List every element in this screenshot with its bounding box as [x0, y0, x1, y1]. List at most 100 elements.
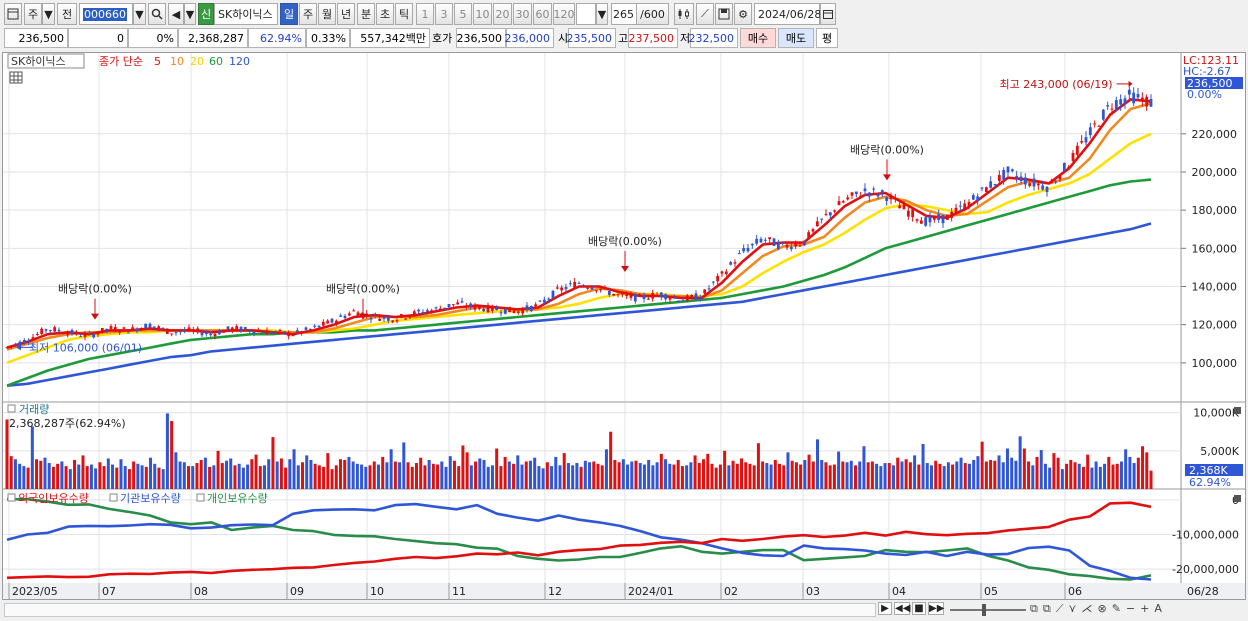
- gear-icon[interactable]: ⚙: [734, 3, 752, 25]
- date-input[interactable]: 2024/06/28: [754, 3, 821, 25]
- candle-body: [217, 330, 221, 335]
- candle-body: [183, 329, 187, 331]
- x-tick-label: 03: [806, 585, 820, 598]
- shin-badge[interactable]: 신: [198, 3, 214, 25]
- x-tick-label: 11: [452, 585, 466, 598]
- price-grid: [3, 53, 1181, 401]
- search-icon[interactable]: [148, 3, 166, 25]
- volume-bar: [638, 463, 642, 489]
- volume-bar: [528, 460, 532, 489]
- volume-bar: [706, 453, 710, 489]
- zoom-slider[interactable]: [950, 609, 1026, 611]
- zoom-slider-thumb[interactable]: [982, 604, 986, 616]
- sell-button[interactable]: 매도: [778, 28, 814, 48]
- jong-dropdown-icon[interactable]: ▼: [42, 3, 55, 25]
- unit-20-button[interactable]: 20: [493, 3, 512, 25]
- speaker-dropdown-icon[interactable]: ▼: [184, 3, 196, 25]
- volume-bar: [550, 466, 554, 489]
- period-second-button[interactable]: 초: [376, 3, 394, 25]
- volume-bar: [921, 443, 925, 489]
- table-icon[interactable]: [9, 71, 23, 84]
- unit-5-button[interactable]: 5: [454, 3, 472, 25]
- period-tick-button[interactable]: 틱: [395, 3, 413, 25]
- candle-type-icon[interactable]: [674, 3, 694, 25]
- unit-input[interactable]: [576, 3, 596, 25]
- candle-body: [53, 327, 57, 332]
- candle-body: [508, 306, 512, 313]
- candle-body: [685, 295, 689, 301]
- pencil-icon[interactable]: ✎: [1111, 602, 1121, 615]
- unit-120-button[interactable]: 120: [553, 3, 575, 25]
- speaker-icon[interactable]: ◀: [168, 3, 184, 25]
- period-week-button[interactable]: 주: [299, 3, 317, 25]
- buy-button[interactable]: 매수: [740, 28, 776, 48]
- chart-menu-icon[interactable]: [4, 3, 22, 25]
- volume-bar: [220, 463, 224, 489]
- calendar-icon[interactable]: [820, 3, 836, 25]
- unit-3-button[interactable]: 3: [435, 3, 453, 25]
- period-month-button[interactable]: 월: [318, 3, 336, 25]
- count-input[interactable]: 265: [611, 3, 637, 25]
- price-tick-label: 200,000: [1192, 166, 1238, 179]
- volume-bar: [533, 457, 537, 489]
- draw-icon[interactable]: ⟋: [1055, 602, 1064, 615]
- compare-icon[interactable]: ⧉: [1030, 602, 1038, 615]
- unit-60-button[interactable]: 60: [533, 3, 552, 25]
- pyeong-button[interactable]: 평: [816, 28, 838, 48]
- volume-bar: [279, 458, 283, 489]
- minus-icon[interactable]: −: [1125, 602, 1136, 615]
- candle-body: [798, 245, 802, 247]
- unit-1-button[interactable]: 1: [416, 3, 434, 25]
- candle-body: [1136, 93, 1140, 98]
- volume-panel-icon[interactable]: [7, 404, 16, 413]
- volume-bar: [300, 462, 304, 489]
- candle-body: [568, 283, 572, 285]
- candle-body: [126, 332, 130, 334]
- candle-body: [1067, 166, 1071, 168]
- plus-icon[interactable]: +: [1140, 602, 1150, 615]
- pattern-icon[interactable]: ⋎: [1068, 602, 1077, 615]
- period-year-button[interactable]: 년: [337, 3, 355, 25]
- volume-bar: [77, 464, 81, 489]
- candle-body: [1062, 162, 1066, 171]
- unit-dropdown-icon[interactable]: ▼: [596, 3, 608, 25]
- fib-icon[interactable]: ⋌: [1081, 602, 1093, 615]
- volume-bar: [288, 459, 292, 489]
- volume-bar: [997, 455, 1001, 489]
- rewind-icon[interactable]: ◀◀: [894, 602, 911, 615]
- candle-body: [664, 294, 668, 300]
- stock-name-field[interactable]: SK하이닉스: [214, 3, 278, 25]
- candle-body: [781, 242, 785, 244]
- legend-stock-box[interactable]: [7, 53, 85, 69]
- unit-30-button[interactable]: 30: [513, 3, 532, 25]
- holdings-foreign-icon[interactable]: [7, 493, 16, 502]
- code-dropdown-icon[interactable]: ▼: [133, 3, 146, 25]
- volume-ratio: 62.94%: [248, 28, 306, 48]
- period-day-button[interactable]: 일: [280, 3, 298, 25]
- stock-code-input[interactable]: 000660: [79, 3, 133, 25]
- price-panel: [3, 53, 1181, 401]
- text-size-icon[interactable]: A: [1154, 602, 1162, 615]
- scroll-right-icon[interactable]: ▶: [878, 602, 892, 615]
- jeon-button[interactable]: 전: [57, 3, 77, 25]
- hoga-label: 호가: [432, 32, 453, 45]
- holdings-inst-icon[interactable]: [109, 493, 118, 502]
- link-icon[interactable]: ⊗: [1097, 602, 1107, 615]
- volume-bar: [440, 461, 444, 489]
- save-icon[interactable]: [715, 3, 733, 25]
- volume-bar: [554, 456, 558, 489]
- unit-10-button[interactable]: 10: [473, 3, 492, 25]
- overlay-icon[interactable]: ⧉: [1042, 602, 1051, 615]
- jong-button[interactable]: 주: [24, 3, 42, 25]
- chart-scrollbar[interactable]: [4, 603, 876, 617]
- holdings-indiv-icon[interactable]: [196, 493, 205, 502]
- volume-bar: [735, 463, 739, 489]
- period-minute-button[interactable]: 분: [357, 3, 375, 25]
- fast-forward-icon[interactable]: ▶▶: [928, 602, 945, 615]
- candle-body: [594, 290, 598, 292]
- stock-chart[interactable]: 100,000 120,000 140,000 160,000 180,000 200,0…: [3, 53, 1245, 599]
- volume-bar: [1103, 463, 1107, 489]
- line-tool-icon[interactable]: ⟋: [696, 3, 714, 25]
- stop-icon[interactable]: ■: [912, 602, 926, 615]
- volume-bar: [330, 469, 334, 489]
